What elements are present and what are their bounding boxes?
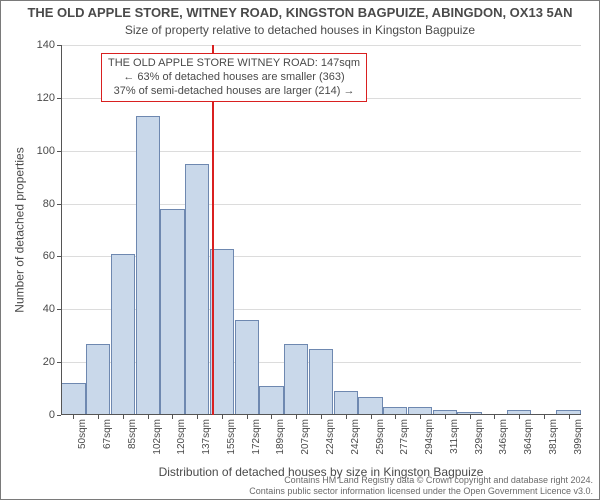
xtick-mark bbox=[519, 415, 520, 419]
footer-line-1: Contains HM Land Registry data © Crown c… bbox=[249, 475, 593, 486]
ytick-label: 100 bbox=[37, 145, 55, 157]
histogram-bar bbox=[284, 344, 308, 415]
ytick-label: 80 bbox=[43, 198, 55, 210]
xtick-label: 399sqm bbox=[573, 419, 584, 455]
ytick-label: 0 bbox=[49, 409, 55, 421]
y-axis-label-wrap: Number of detached properties bbox=[13, 45, 27, 415]
xtick-mark bbox=[148, 415, 149, 419]
xtick-mark bbox=[73, 415, 74, 419]
plot-area: THE OLD APPLE STORE WITNEY ROAD: 147sqm←… bbox=[61, 45, 581, 415]
xtick-label: 120sqm bbox=[176, 419, 187, 455]
annotation-line-3: 37% of semi-detached houses are larger (… bbox=[108, 85, 360, 99]
y-axis-line bbox=[61, 45, 62, 415]
ytick-label: 120 bbox=[37, 92, 55, 104]
xtick-label: 85sqm bbox=[127, 419, 138, 449]
xtick-label: 67sqm bbox=[102, 419, 113, 449]
xtick-mark bbox=[544, 415, 545, 419]
gridline bbox=[61, 45, 581, 46]
annotation-box: THE OLD APPLE STORE WITNEY ROAD: 147sqm←… bbox=[101, 53, 367, 102]
xtick-label: 137sqm bbox=[201, 419, 212, 455]
histogram-bar bbox=[235, 320, 259, 415]
histogram-bar bbox=[160, 209, 184, 415]
xtick-label: 381sqm bbox=[548, 419, 559, 455]
histogram-bar bbox=[111, 254, 135, 415]
ytick-mark bbox=[57, 98, 61, 99]
xtick-label: 277sqm bbox=[399, 419, 410, 455]
xtick-mark bbox=[123, 415, 124, 419]
xtick-mark bbox=[371, 415, 372, 419]
xtick-label: 207sqm bbox=[300, 419, 311, 455]
histogram-bar bbox=[86, 344, 110, 415]
xtick-mark bbox=[494, 415, 495, 419]
ytick-mark bbox=[57, 45, 61, 46]
histogram-bar bbox=[259, 386, 283, 415]
xtick-mark bbox=[346, 415, 347, 419]
xtick-label: 172sqm bbox=[251, 419, 262, 455]
xtick-mark bbox=[197, 415, 198, 419]
xtick-label: 259sqm bbox=[375, 419, 386, 455]
xtick-mark bbox=[569, 415, 570, 419]
xtick-mark bbox=[247, 415, 248, 419]
xtick-mark bbox=[222, 415, 223, 419]
xtick-label: 155sqm bbox=[226, 419, 237, 455]
histogram-bar bbox=[309, 349, 333, 415]
xtick-mark bbox=[445, 415, 446, 419]
xtick-label: 346sqm bbox=[498, 419, 509, 455]
xtick-label: 364sqm bbox=[523, 419, 534, 455]
ytick-mark bbox=[57, 415, 61, 416]
xtick-label: 189sqm bbox=[275, 419, 286, 455]
ytick-mark bbox=[57, 362, 61, 363]
chart-footer: Contains HM Land Registry data © Crown c… bbox=[249, 475, 593, 497]
y-axis-label: Number of detached properties bbox=[13, 147, 27, 312]
xtick-label: 294sqm bbox=[424, 419, 435, 455]
ytick-label: 60 bbox=[43, 250, 55, 262]
xtick-mark bbox=[420, 415, 421, 419]
xtick-label: 50sqm bbox=[77, 419, 88, 449]
ytick-label: 140 bbox=[37, 39, 55, 51]
histogram-bar bbox=[136, 116, 160, 415]
xtick-mark bbox=[395, 415, 396, 419]
xtick-mark bbox=[296, 415, 297, 419]
histogram-bar bbox=[334, 391, 358, 415]
annotation-line-2: ← 63% of detached houses are smaller (36… bbox=[108, 71, 360, 85]
xtick-label: 102sqm bbox=[152, 419, 163, 455]
histogram-bar bbox=[185, 164, 209, 415]
chart-title: THE OLD APPLE STORE, WITNEY ROAD, KINGST… bbox=[1, 5, 599, 20]
ytick-mark bbox=[57, 256, 61, 257]
ytick-label: 20 bbox=[43, 356, 55, 368]
xtick-label: 311sqm bbox=[449, 419, 460, 454]
plot-inner: THE OLD APPLE STORE WITNEY ROAD: 147sqm←… bbox=[61, 45, 581, 415]
xtick-mark bbox=[321, 415, 322, 419]
ytick-mark bbox=[57, 204, 61, 205]
chart-subtitle: Size of property relative to detached ho… bbox=[1, 23, 599, 37]
ytick-mark bbox=[57, 151, 61, 152]
xtick-mark bbox=[470, 415, 471, 419]
chart-container: THE OLD APPLE STORE, WITNEY ROAD, KINGST… bbox=[0, 0, 600, 500]
annotation-line-1: THE OLD APPLE STORE WITNEY ROAD: 147sqm bbox=[108, 57, 360, 71]
xtick-mark bbox=[98, 415, 99, 419]
xtick-mark bbox=[271, 415, 272, 419]
histogram-bar bbox=[61, 383, 85, 415]
footer-line-2: Contains public sector information licen… bbox=[249, 486, 593, 497]
xtick-label: 224sqm bbox=[325, 419, 336, 455]
ytick-mark bbox=[57, 309, 61, 310]
ytick-label: 40 bbox=[43, 303, 55, 315]
xtick-mark bbox=[172, 415, 173, 419]
xtick-label: 242sqm bbox=[350, 419, 361, 455]
xtick-label: 329sqm bbox=[474, 419, 485, 455]
histogram-bar bbox=[358, 397, 382, 416]
